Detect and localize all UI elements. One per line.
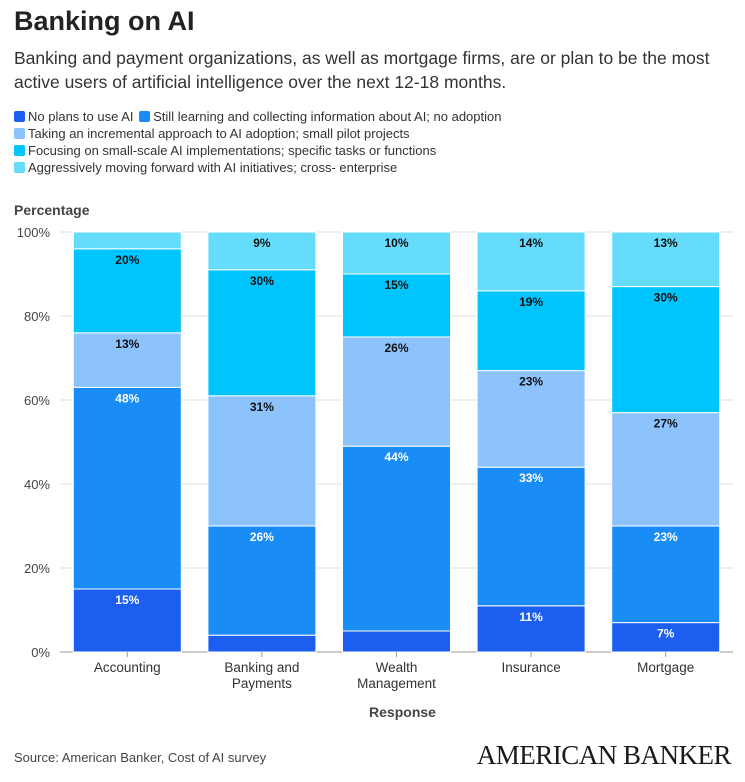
legend-item-no-plans: No plans to use AI	[14, 108, 134, 125]
bar-segment	[611, 286, 721, 414]
data-label: 27%	[654, 417, 678, 431]
y-tick-label: 100%	[17, 225, 51, 240]
legend-row: Focusing on small-scale AI implementatio…	[14, 142, 734, 159]
bar-segment	[72, 386, 182, 590]
bar-segment	[207, 525, 317, 636]
data-label: 23%	[654, 530, 678, 544]
legend-swatch-aggressive	[14, 162, 25, 173]
data-label: 30%	[654, 291, 678, 305]
data-label: 9%	[253, 236, 271, 250]
y-tick-label: 40%	[24, 477, 50, 492]
bar-segment	[611, 412, 721, 527]
bar-segment	[611, 231, 721, 288]
legend-item-still-learning: Still learning and collecting informatio…	[139, 108, 501, 125]
bar-segment	[207, 634, 317, 653]
bar-segment	[476, 605, 586, 653]
source-note: Source: American Banker, Cost of AI surv…	[14, 750, 267, 765]
legend-item-small-scale: Focusing on small-scale AI implementatio…	[14, 142, 436, 159]
legend-label-no-plans: No plans to use AI	[28, 109, 134, 124]
data-label: 10%	[384, 236, 408, 250]
brand-logo: AMERICAN BANKER	[476, 740, 732, 770]
y-tick-label: 0%	[31, 645, 50, 660]
y-tick-label: 80%	[24, 309, 50, 324]
x-tick-label: Banking and Payments	[224, 660, 299, 691]
bar-segment	[342, 445, 451, 632]
data-label: 48%	[115, 391, 139, 405]
bar-segment	[207, 231, 317, 271]
data-label: 13%	[115, 337, 139, 351]
data-label: 31%	[250, 400, 274, 414]
bar-segment	[342, 630, 451, 653]
legend-item-aggressive: Aggressively moving forward with AI init…	[14, 159, 397, 176]
data-label: 44%	[384, 450, 408, 464]
bar-segment	[476, 466, 586, 607]
x-tick-label: Mortgage	[637, 660, 694, 675]
x-tick-label: Insurance	[501, 660, 560, 675]
stacked-bar-chart: 0% 20% 40% 60% 80% 100% 15% 48% 13% 20% Accounting…	[17, 225, 733, 720]
y-tick-label: 60%	[24, 393, 50, 408]
x-tick-label: Accounting	[94, 660, 161, 675]
bar-segment	[611, 622, 721, 653]
data-label: 26%	[384, 341, 408, 355]
data-label: 15%	[115, 593, 139, 607]
legend-label-aggressive: Aggressively moving forward with AI init…	[28, 160, 398, 175]
y-axis-label: Percentage	[14, 202, 90, 218]
legend-swatch-small-scale	[14, 145, 25, 156]
legend-row: No plans to use AI Still learning and co…	[14, 108, 734, 125]
data-label: 26%	[250, 530, 274, 544]
legend-label-small-scale: Focusing on small-scale AI implementatio…	[28, 143, 437, 158]
bar-segment	[207, 395, 317, 527]
bar-segment	[72, 248, 182, 334]
data-label: 23%	[519, 375, 543, 389]
data-label: 20%	[115, 253, 139, 267]
y-tick-label: 20%	[24, 561, 50, 576]
chart-subtitle: Banking and payment organizations, as we…	[14, 48, 710, 92]
legend-row: Taking an incremental approach to AI ado…	[14, 125, 734, 142]
x-tick-label: Wealth Management	[357, 660, 436, 691]
legend-label-incremental: Taking an incremental approach to AI ado…	[28, 126, 410, 141]
data-label: 11%	[519, 610, 543, 624]
legend-swatch-incremental	[14, 128, 25, 139]
bar-segment	[476, 370, 586, 468]
bar-segment	[476, 290, 586, 372]
bar-segment	[72, 231, 182, 250]
data-label: 7%	[657, 627, 675, 641]
bar-segment	[72, 332, 182, 388]
data-label: 19%	[519, 295, 543, 309]
bar-segment	[476, 231, 586, 292]
legend-item-incremental: Taking an incremental approach to AI ado…	[14, 125, 410, 142]
legend-label-still-learning: Still learning and collecting informatio…	[153, 109, 502, 124]
data-label: 33%	[519, 471, 543, 485]
legend-swatch-still-learning	[139, 111, 151, 122]
data-label: 30%	[250, 274, 274, 288]
bar-segment	[342, 231, 451, 275]
data-label: 13%	[654, 236, 678, 250]
legend-row: Aggressively moving forward with AI init…	[14, 159, 734, 176]
legend-swatch-no-plans	[14, 111, 25, 122]
chart-title: Banking on AI	[14, 6, 195, 36]
bar-segment	[207, 269, 317, 397]
bar-segment	[342, 336, 451, 447]
data-label: 14%	[519, 236, 543, 250]
x-axis-label: Response	[369, 704, 436, 720]
data-label: 15%	[384, 278, 408, 292]
legend: No plans to use AI Still learning and co…	[14, 108, 734, 176]
